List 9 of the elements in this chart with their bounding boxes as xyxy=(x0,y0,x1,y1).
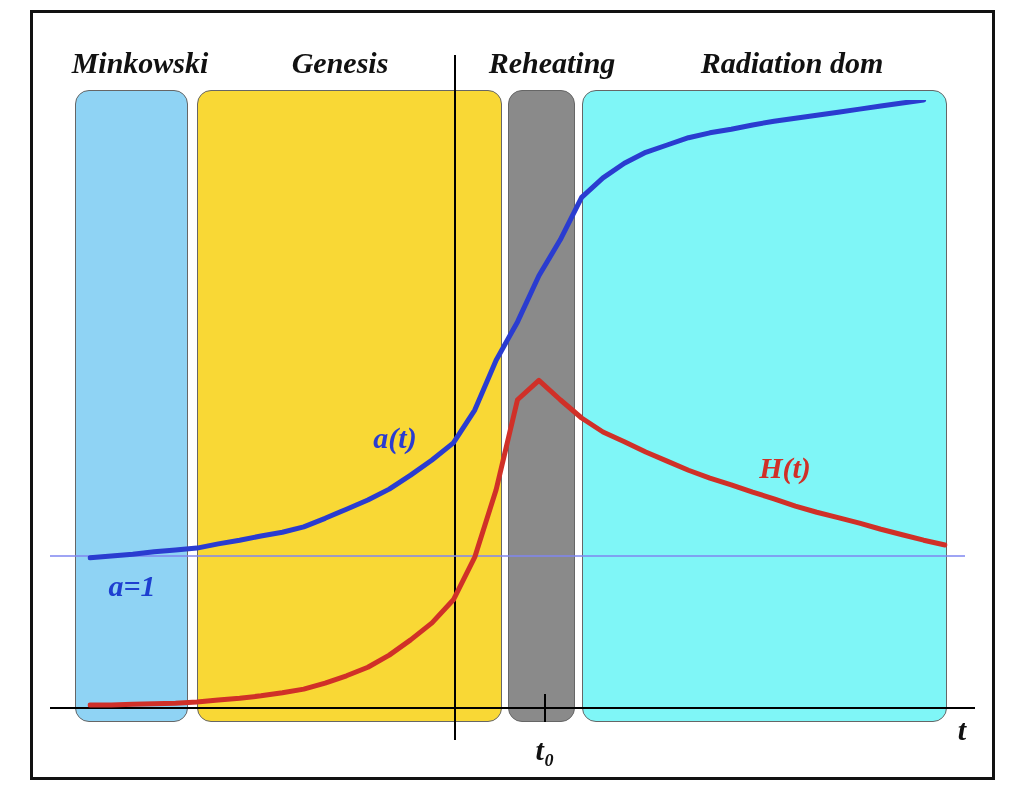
text: Minkowski xyxy=(70,45,210,79)
series-label: H(t) xyxy=(758,450,811,485)
text: t₀ xyxy=(535,732,555,766)
text: Genesis xyxy=(291,45,389,79)
x-axis-title: t xyxy=(957,712,968,746)
annotation: a=1 xyxy=(108,568,156,602)
text: Radiation dom xyxy=(699,45,884,79)
text: Reheating xyxy=(487,45,616,79)
series-label: a(t) xyxy=(373,420,417,455)
